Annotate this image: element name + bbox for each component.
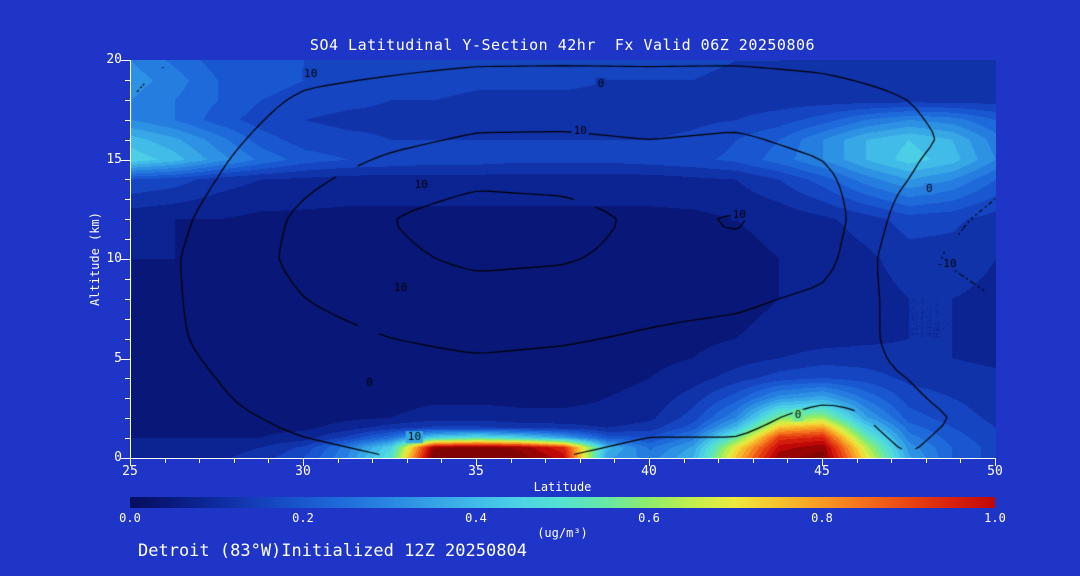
x-tick-label: 40 <box>641 464 657 479</box>
x-minor-tick-mark <box>960 459 961 463</box>
y-tick-label: 20 <box>106 52 122 67</box>
x-axis-label: Latitude <box>533 480 592 494</box>
y-minor-tick-mark <box>125 199 130 200</box>
x-tick-mark <box>476 459 477 466</box>
x-minor-tick-mark <box>718 459 719 463</box>
y-minor-tick-mark <box>125 378 130 379</box>
y-minor-tick-mark <box>125 299 130 300</box>
x-minor-tick-mark <box>926 459 927 463</box>
colorbar <box>130 497 995 508</box>
y-tick-label: 15 <box>106 152 122 167</box>
x-minor-tick-mark <box>407 459 408 463</box>
y-tick-mark <box>121 60 130 61</box>
x-tick-mark <box>822 459 823 466</box>
x-tick-mark <box>130 459 131 466</box>
x-minor-tick-mark <box>753 459 754 463</box>
x-tick-label: 35 <box>468 464 484 479</box>
colorbar-label: (ug/m³) <box>537 526 588 540</box>
x-minor-tick-mark <box>857 459 858 463</box>
y-tick-mark <box>121 458 130 459</box>
colorbar-tick-label: 0.6 <box>638 511 660 525</box>
heatmap-canvas <box>131 60 996 458</box>
colorbar-tick-label: 1.0 <box>984 511 1006 525</box>
y-minor-tick-mark <box>125 438 130 439</box>
x-minor-tick-mark <box>511 459 512 463</box>
y-minor-tick-mark <box>125 339 130 340</box>
x-minor-tick-mark <box>614 459 615 463</box>
y-minor-tick-mark <box>125 239 130 240</box>
y-tick-label: 5 <box>114 351 122 366</box>
y-minor-tick-mark <box>125 279 130 280</box>
x-tick-label: 25 <box>122 464 138 479</box>
x-minor-tick-mark <box>234 459 235 463</box>
x-tick-mark <box>303 459 304 466</box>
x-minor-tick-mark <box>684 459 685 463</box>
x-minor-tick-mark <box>199 459 200 463</box>
x-minor-tick-mark <box>787 459 788 463</box>
y-minor-tick-mark <box>125 179 130 180</box>
x-minor-tick-mark <box>165 459 166 463</box>
y-minor-tick-mark <box>125 219 130 220</box>
x-tick-mark <box>995 459 996 466</box>
y-tick-mark <box>121 160 130 161</box>
y-tick-mark <box>121 259 130 260</box>
y-minor-tick-mark <box>125 319 130 320</box>
plot-area <box>130 60 996 459</box>
colorbar-tick-label: 0.0 <box>119 511 141 525</box>
x-minor-tick-mark <box>545 459 546 463</box>
y-minor-tick-mark <box>125 418 130 419</box>
x-minor-tick-mark <box>338 459 339 463</box>
x-minor-tick-mark <box>891 459 892 463</box>
colorbar-tick-label: 0.8 <box>811 511 833 525</box>
x-tick-label: 45 <box>814 464 830 479</box>
colorbar-tick-label: 0.4 <box>465 511 487 525</box>
y-minor-tick-mark <box>125 80 130 81</box>
footer-text: Detroit (83°W)Initialized 12Z 20250804 <box>138 541 527 561</box>
x-minor-tick-mark <box>441 459 442 463</box>
y-tick-mark <box>121 359 130 360</box>
x-tick-label: 50 <box>987 464 1003 479</box>
x-minor-tick-mark <box>372 459 373 463</box>
y-tick-label: 0 <box>114 450 122 465</box>
x-minor-tick-mark <box>268 459 269 463</box>
y-tick-label: 10 <box>106 251 122 266</box>
y-minor-tick-mark <box>125 140 130 141</box>
y-minor-tick-mark <box>125 120 130 121</box>
chart-title: SO4 Latitudinal Y-Section 42hr Fx Valid … <box>309 36 816 54</box>
y-minor-tick-mark <box>125 398 130 399</box>
x-minor-tick-mark <box>580 459 581 463</box>
y-minor-tick-mark <box>125 100 130 101</box>
x-tick-mark <box>649 459 650 466</box>
colorbar-tick-label: 0.2 <box>292 511 314 525</box>
x-tick-label: 30 <box>295 464 311 479</box>
